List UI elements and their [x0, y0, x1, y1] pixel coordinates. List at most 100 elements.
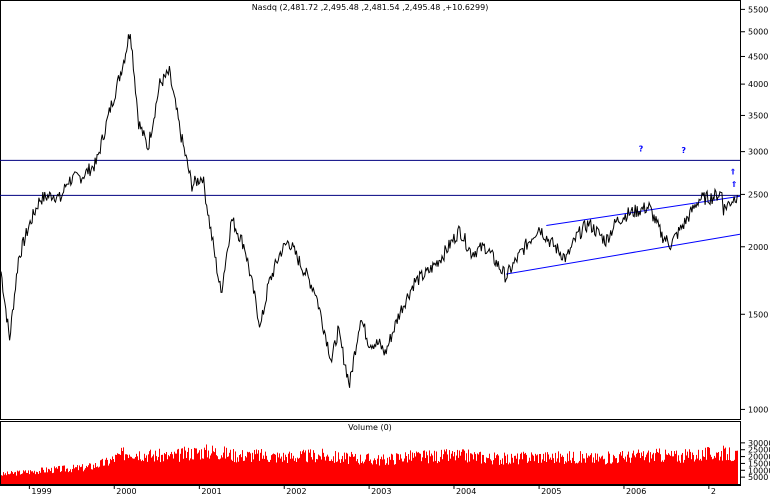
volume-bar: [589, 456, 590, 484]
volume-bar: [419, 453, 420, 484]
volume-bar: [554, 463, 555, 484]
volume-bar: [383, 454, 384, 484]
volume-bar: [350, 456, 351, 484]
volume-bar: [311, 457, 312, 484]
volume-bar: [576, 462, 577, 484]
volume-bar: [729, 447, 730, 484]
volume-bar: [319, 455, 320, 484]
volume-bar: [208, 450, 209, 484]
annotation-mark: ⇑: [730, 168, 737, 177]
volume-bar: [260, 452, 261, 484]
volume-bar: [64, 465, 65, 484]
volume-bar: [280, 458, 281, 484]
volume-bar: [666, 454, 667, 484]
volume-bar: [3, 472, 4, 484]
volume-bar: [618, 462, 619, 484]
volume-bar: [537, 454, 538, 484]
volume-bar: [445, 451, 446, 484]
volume-bar: [56, 467, 57, 484]
volume-bar: [430, 456, 431, 484]
volume-bar: [525, 452, 526, 484]
volume-bar: [225, 458, 226, 484]
volume-bar: [315, 462, 316, 484]
volume-bar: [266, 455, 267, 484]
volume-bar: [125, 454, 126, 484]
volume-bar: [154, 461, 155, 484]
volume-bar: [282, 461, 283, 484]
volume-panel: Volume (0) 30000250002000015000100005000: [0, 421, 770, 485]
volume-bar: [291, 453, 292, 484]
volume-bar: [697, 458, 698, 484]
volume-bar: [78, 470, 79, 484]
volume-bar: [661, 461, 662, 484]
volume-bar: [539, 453, 540, 484]
volume-bar: [354, 456, 355, 484]
volume-bar: [143, 461, 144, 484]
volume-bar: [238, 461, 239, 484]
volume-bar: [98, 467, 99, 484]
volume-bar: [81, 466, 82, 484]
volume-bar: [273, 453, 274, 484]
volume-bar: [646, 454, 647, 484]
volume-bar: [431, 453, 432, 484]
price-axis-ticks: 5500 5000 4500 4000 3500 3000 2500 2000 1500 1000: [741, 5, 768, 414]
volume-bar: [636, 453, 637, 484]
volume-bar: [551, 459, 552, 484]
volume-bar: [690, 451, 691, 484]
volume-bar: [156, 456, 157, 484]
volume-bar: [306, 461, 307, 484]
volume-bar: [38, 473, 39, 484]
volume-bar: [731, 461, 732, 484]
volume-bar: [467, 462, 468, 484]
volume-bar: [24, 471, 25, 484]
volume-bar: [107, 459, 108, 484]
volume-bar: [172, 454, 173, 484]
volume-bar: [566, 462, 567, 484]
volume-bar: [191, 449, 192, 484]
volume-bar: [395, 464, 396, 484]
volume-bar: [269, 462, 270, 484]
volume-bar: [219, 459, 220, 484]
volume-bar: [658, 452, 659, 484]
volume-bar: [2, 475, 3, 484]
volume-bar: [701, 460, 702, 484]
volume-bar: [163, 461, 164, 484]
volume-bar: [355, 453, 356, 484]
volume-bar: [573, 451, 574, 484]
volume-bar: [401, 458, 402, 484]
volume-bar: [453, 456, 454, 484]
volume-bar: [502, 458, 503, 484]
volume-bar: [402, 461, 403, 484]
volume-bar: [12, 472, 13, 484]
volume-bar: [563, 456, 564, 484]
volume-bar: [201, 449, 202, 484]
x-tick-label: 2005: [541, 487, 561, 496]
volume-axis-ticks: 30000250002000015000100005000: [741, 439, 770, 482]
volume-bar: [584, 458, 585, 484]
volume-bar: [630, 462, 631, 484]
volume-bar: [425, 458, 426, 484]
volume-bar: [26, 472, 27, 484]
volume-bar: [353, 456, 354, 484]
volume-bar: [153, 454, 154, 484]
volume-bar: [688, 457, 689, 484]
volume-bar: [213, 451, 214, 484]
volume-bar: [423, 450, 424, 484]
volume-bar: [162, 454, 163, 484]
volume-bar: [309, 452, 310, 484]
volume-bar: [97, 466, 98, 484]
volume-bar: [595, 453, 596, 484]
price-tick-label: 3000: [748, 148, 768, 157]
volume-bar: [700, 458, 701, 484]
volume-bar: [17, 470, 18, 484]
volume-bar: [446, 449, 447, 484]
volume-bar: [298, 458, 299, 484]
volume-bar: [409, 459, 410, 484]
volume-bar: [147, 461, 148, 484]
price-tick-label: 4500: [748, 52, 768, 61]
volume-bar: [179, 461, 180, 484]
volume-bar: [599, 456, 600, 484]
volume-bar: [616, 457, 617, 484]
volume-bar: [574, 461, 575, 484]
volume-bar: [304, 452, 305, 484]
